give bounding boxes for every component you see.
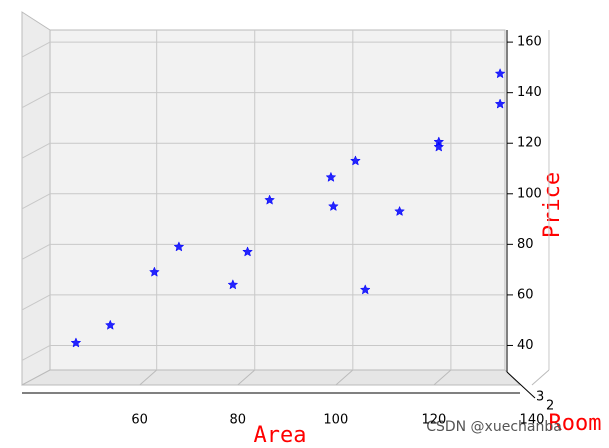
x-tick-label: 140 bbox=[520, 413, 545, 428]
point bbox=[350, 155, 361, 166]
y-tick-label: 120 bbox=[517, 136, 542, 151]
point bbox=[359, 284, 371, 295]
room-tick-label: 2 bbox=[546, 399, 554, 414]
room-tick-label: 3 bbox=[536, 390, 544, 405]
point bbox=[494, 98, 506, 109]
room-axis-line bbox=[506, 371, 536, 399]
side-pane bbox=[21, 11, 51, 386]
point bbox=[325, 171, 337, 182]
y-tick-label: 80 bbox=[517, 237, 534, 252]
watermark: CSDN @xuechanba bbox=[426, 419, 562, 435]
y-axis-label: Price bbox=[540, 172, 565, 238]
point bbox=[264, 194, 275, 205]
room-axis-label: Room bbox=[549, 411, 602, 436]
y-tick-label: 160 bbox=[517, 35, 542, 50]
point bbox=[242, 246, 253, 257]
floor-pane bbox=[21, 369, 522, 386]
x-tick-label: 60 bbox=[131, 413, 148, 428]
point bbox=[494, 68, 506, 79]
grid-line bbox=[21, 41, 51, 58]
point bbox=[173, 241, 185, 252]
x-tick-label: 80 bbox=[229, 413, 246, 428]
grid-line bbox=[21, 193, 51, 210]
grid-line bbox=[21, 243, 51, 260]
grid-line bbox=[21, 92, 51, 109]
grid-line bbox=[21, 294, 51, 311]
x-tick bbox=[335, 369, 354, 386]
point bbox=[104, 319, 116, 330]
back-pane bbox=[49, 29, 506, 371]
grid-line bbox=[21, 142, 51, 159]
point bbox=[433, 141, 445, 152]
x-tick bbox=[531, 369, 550, 386]
point bbox=[70, 337, 82, 348]
x-tick bbox=[433, 369, 452, 386]
point bbox=[328, 200, 339, 211]
point bbox=[227, 279, 239, 290]
y-tick-label: 140 bbox=[517, 85, 542, 100]
point bbox=[394, 205, 405, 217]
y-tick-label: 60 bbox=[517, 287, 534, 302]
x-axis-label: Area bbox=[254, 423, 307, 444]
x-tick-label: 120 bbox=[421, 413, 446, 428]
y-tick-label: 100 bbox=[517, 186, 542, 201]
x-tick-label: 100 bbox=[323, 413, 348, 428]
x-tick bbox=[139, 369, 158, 386]
x-tick bbox=[237, 369, 256, 386]
y-tick-label: 40 bbox=[517, 338, 534, 353]
grid-line bbox=[21, 345, 51, 361]
point bbox=[149, 266, 160, 277]
